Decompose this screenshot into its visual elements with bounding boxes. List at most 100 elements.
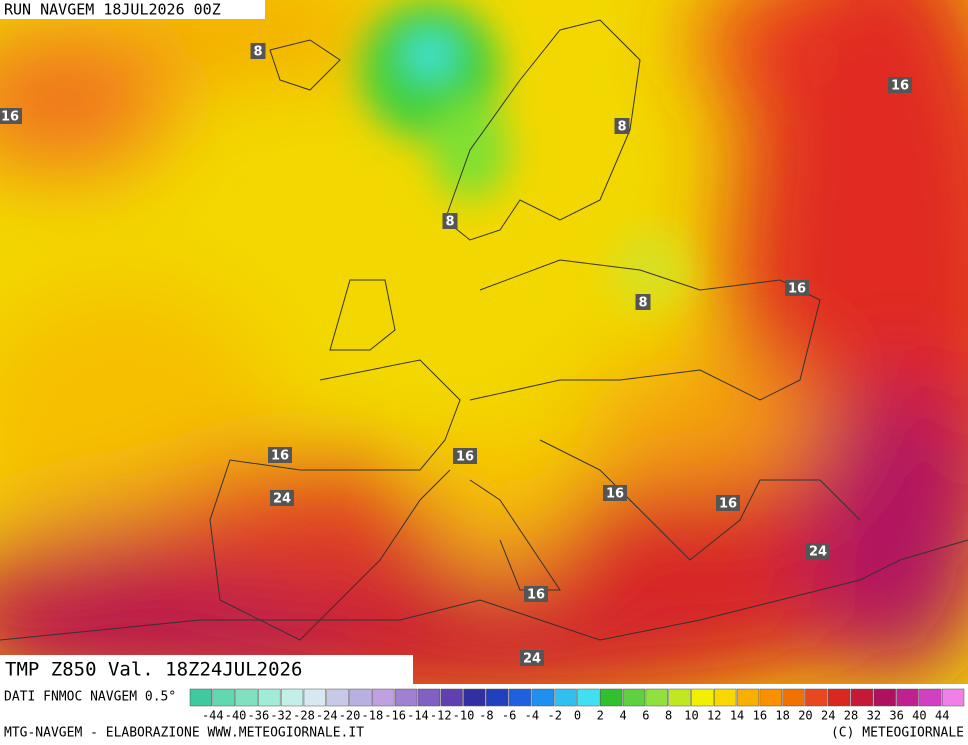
contour-label-box	[603, 485, 627, 501]
colorbar-swatch	[554, 688, 577, 707]
coastlines	[0, 19, 968, 641]
colorbar-label: 4	[619, 709, 626, 723]
validity-title: TMP Z850 Val. 18Z24JUL2026	[5, 659, 302, 681]
contour-label-box	[635, 294, 651, 310]
colorbar-swatch	[440, 688, 463, 707]
colorbar-swatch	[394, 688, 418, 707]
colorbar-label: -6	[502, 709, 516, 723]
footer-left: MTG-NAVGEM - ELABORAZIONE WWW.METEOGIORN…	[4, 726, 364, 741]
contour-label: 16	[527, 588, 545, 603]
colorbar-label: -40	[225, 709, 247, 723]
colorbar-label: -18	[362, 709, 384, 723]
contour-label-box	[453, 448, 477, 464]
colorbar-swatch	[486, 688, 509, 707]
contour-label: 16	[271, 449, 289, 464]
colorbar-swatch	[372, 688, 395, 707]
contour-label: 16	[456, 450, 474, 465]
contour-label: 24	[523, 652, 541, 667]
colorbar-swatch	[805, 688, 828, 707]
colorbar-swatch	[235, 688, 258, 707]
colorbar-swatch	[212, 688, 235, 707]
colorbar-swatch	[691, 688, 714, 707]
colorbar-label: -12	[430, 709, 452, 723]
colorbar-swatch	[714, 688, 737, 707]
colorbar-swatch	[303, 688, 327, 707]
colorbar-swatch	[622, 688, 646, 707]
contour-label-box	[888, 77, 912, 93]
colorbar-swatch	[827, 688, 851, 707]
colorbar-swatch	[896, 688, 919, 707]
colorbar-label: 10	[684, 709, 698, 723]
colorbar-label: -2	[547, 709, 561, 723]
colorbar-label: -32	[270, 709, 292, 723]
colorbar-label: 40	[912, 709, 926, 723]
colorbar-swatch	[577, 688, 600, 707]
colorbar-swatch	[668, 688, 691, 707]
contour-label: 16	[606, 487, 624, 502]
footer-right: (C) METEOGIORNALE	[831, 726, 964, 741]
contour-label: 16	[719, 497, 737, 512]
colorbar-label: 18	[775, 709, 789, 723]
colorbar-swatch	[645, 688, 668, 707]
run-title: RUN NAVGEM 18JUL2026 00Z	[4, 1, 221, 19]
contour-label-box	[520, 650, 544, 666]
colorbar-label: -44	[202, 709, 224, 723]
colorbar-label: 24	[821, 709, 835, 723]
colorbar-label: 6	[642, 709, 649, 723]
contour-label-box	[0, 108, 22, 124]
contour-label-box	[442, 213, 458, 229]
contour-label-box	[270, 490, 294, 506]
contour-labels: 8 16 16 8 8 16 8 16 16 24 16 16 24 16 24	[0, 43, 912, 667]
contour-label: 16	[1, 110, 19, 125]
colorbar-label: 12	[707, 709, 721, 723]
colorbar-label: -24	[316, 709, 338, 723]
colorbar-label: 2	[597, 709, 604, 723]
colorbar-label: -10	[453, 709, 475, 723]
colorbar-label: -14	[407, 709, 429, 723]
colorbar-swatch	[417, 688, 440, 707]
colorbar-swatch	[531, 688, 554, 707]
colorbar-label: -4	[525, 709, 539, 723]
colorbar-swatch	[941, 688, 965, 707]
colorbar-swatch	[600, 688, 623, 707]
colorbar-swatch	[258, 688, 281, 707]
temperature-field	[0, 0, 968, 684]
colorbar-label: 16	[753, 709, 767, 723]
colorbar-swatch	[508, 688, 532, 707]
contour-label: 8	[617, 120, 626, 135]
colorbar: -44 -40 -36 -32 -28 -24 -20 -18 -16 -14 -12 -10 -8 -6…	[189, 688, 965, 723]
contour-label: 16	[891, 79, 909, 94]
contour-label: 16	[788, 282, 806, 297]
colorbar-swatch	[463, 688, 486, 707]
colorbar-swatch	[873, 688, 896, 707]
colorbar-label: -36	[248, 709, 270, 723]
contour-label-box	[716, 495, 740, 511]
colorbar-label: 0	[574, 709, 581, 723]
colorbar-label: 44	[935, 709, 949, 723]
contour-label-box	[524, 586, 548, 602]
colorbar-swatch	[280, 688, 304, 707]
contour-label: 8	[253, 45, 262, 60]
colorbar-label: 32	[867, 709, 881, 723]
validity-box	[0, 655, 413, 684]
contour-label-box	[268, 447, 292, 463]
colorbar-label: -28	[293, 709, 315, 723]
contour-label: 24	[273, 492, 291, 507]
legend-source: DATI FNMOC NAVGEM 0.5°	[4, 690, 176, 705]
colorbar-swatch	[782, 688, 805, 707]
contour-label-box	[806, 543, 830, 559]
contour-label: 8	[445, 215, 454, 230]
contour-label: 24	[809, 545, 827, 560]
contour-label-box	[614, 118, 630, 134]
colorbar-swatch	[759, 688, 782, 707]
colorbar-label: 8	[665, 709, 672, 723]
colorbar-label: 28	[844, 709, 858, 723]
colorbar-label: 36	[889, 709, 903, 723]
colorbar-swatch	[736, 688, 760, 707]
colorbar-swatch	[850, 688, 874, 707]
colorbar-swatch	[326, 688, 349, 707]
colorbar-swatch	[189, 688, 213, 707]
contour-label-box	[250, 43, 266, 59]
colorbar-label: 20	[798, 709, 812, 723]
